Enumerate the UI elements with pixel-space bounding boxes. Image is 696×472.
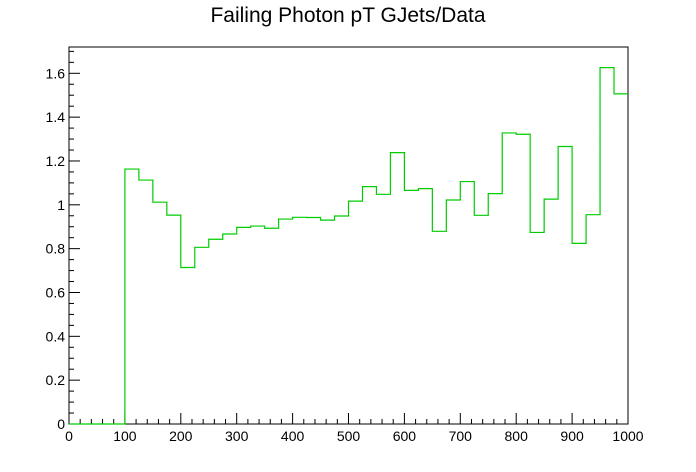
histogram-bin [362,187,376,424]
histogram-bin [153,202,167,424]
histogram-bin [195,247,209,424]
histogram-bin [460,182,474,424]
histogram-bin [335,216,349,424]
histogram-bin [181,268,195,424]
plot-frame [68,46,629,425]
histogram-bin [432,231,446,424]
histogram-bin [404,190,418,424]
histogram-bin [167,215,181,424]
x-tick-label: 400 [281,428,305,444]
x-tick-label: 200 [169,428,193,444]
x-tick-label: 500 [337,428,361,444]
axis-tick-labels: 0 100 200 300 400 500 600 700 800 900 1000 0 0.2 0.4 0… [46,65,644,444]
histogram-bin [572,243,586,424]
histogram-bin [544,199,558,424]
y-tick-label: 0.2 [46,372,66,388]
y-tick-label: 0.6 [46,284,66,300]
histogram-bin [418,189,432,424]
y-tick-label: 0.4 [46,328,66,344]
x-tick-label: 0 [65,428,73,444]
histogram-bin [209,239,223,424]
histogram-bin [139,180,153,424]
histogram-bin [390,153,404,424]
histogram-bin [293,217,307,424]
y-tick-label: 1.2 [46,153,66,169]
histogram-bin [321,220,335,424]
histogram-bin [502,133,516,424]
x-tick-label: 700 [449,428,473,444]
histogram-bin [376,194,390,424]
chart-title: Failing Photon pT GJets/Data [210,4,486,27]
histogram-bin [251,226,265,424]
x-tick-label: 300 [225,428,249,444]
histogram-bin [600,68,614,424]
y-tick-label: 0 [57,416,65,432]
histogram-bin [446,200,460,424]
histogram-bin [488,194,502,424]
histogram-bin [558,147,572,424]
axis-ticks [68,50,629,425]
histogram-bin [279,219,293,424]
histogram-step-line [69,67,628,425]
x-tick-label: 900 [560,428,584,444]
y-tick-label: 1.4 [46,109,66,125]
x-tick-label: 1000 [612,428,643,444]
histogram-bin [125,169,139,424]
histogram-bin [516,134,530,424]
histogram-bin [349,201,363,424]
histogram-bin [265,228,279,424]
x-tick-label: 100 [113,428,137,444]
histogram-bin [237,227,251,424]
y-tick-label: 1 [57,197,65,213]
histogram-bin [614,94,628,424]
histogram-bin [223,234,237,424]
y-tick-label: 0.8 [46,241,66,257]
x-tick-label: 600 [393,428,417,444]
histogram-bin [474,215,488,424]
x-tick-label: 800 [505,428,529,444]
histogram-series [69,67,628,425]
histogram-bin [307,218,321,424]
histogram-bin [530,232,544,424]
y-tick-label: 1.6 [46,65,66,81]
histogram-bin [586,215,600,424]
